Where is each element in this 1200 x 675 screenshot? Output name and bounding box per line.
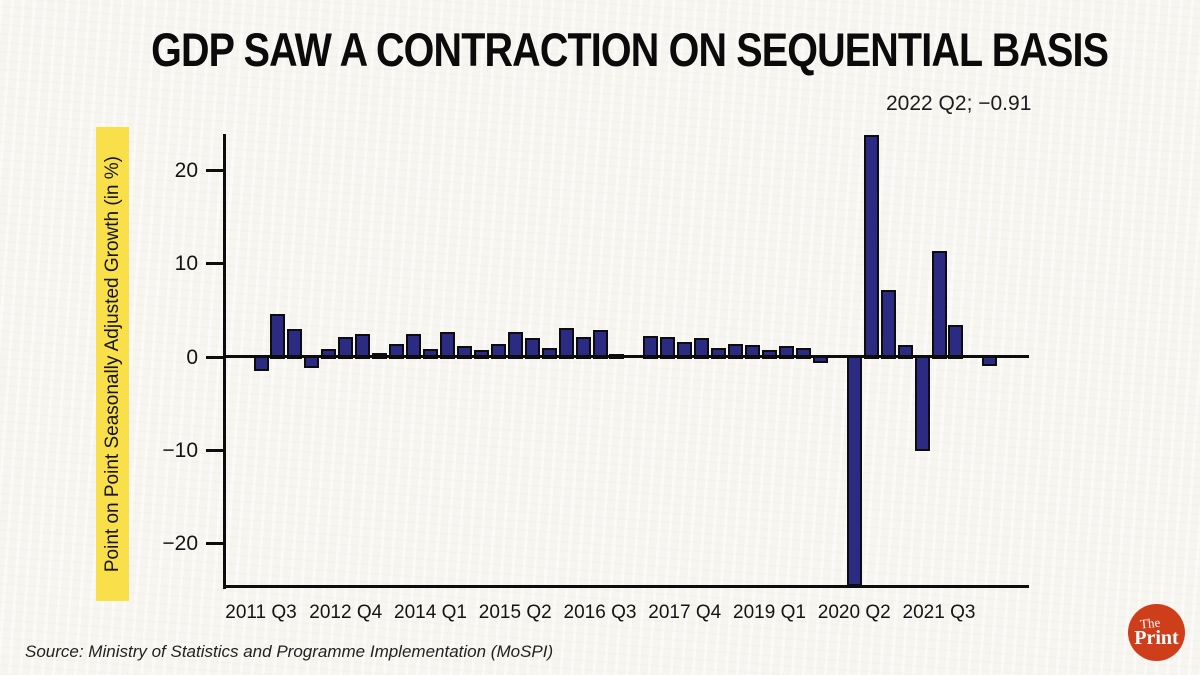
last-value-annotation: 2022 Q2; −0.91	[886, 92, 1032, 115]
plot-bottom-line	[223, 585, 1029, 588]
y-tick-20	[206, 168, 224, 172]
bar-2011-q4	[270, 314, 286, 360]
y-tick-label-20: 20	[174, 158, 198, 182]
bar-2017-q4	[677, 342, 693, 360]
x-tick-label-2016-q3: 2016 Q3	[563, 602, 637, 623]
chart-title: GDP SAW A CONTRACTION ON SEQUENTIAL BASI…	[151, 23, 1109, 76]
x-tick-label-2011-q3: 2011 Q3	[225, 602, 297, 623]
theprint-logo-print: Print	[1134, 627, 1179, 649]
x-tick-label-2017-q4: 2017 Q4	[648, 602, 722, 623]
x-tick-label-2014-q1: 2014 Q1	[394, 602, 467, 623]
y-axis-label-highlight: Point on Point Seasonally Adjusted Growt…	[96, 127, 129, 601]
y-axis-line	[223, 134, 226, 589]
theprint-logo-the: The	[1139, 614, 1162, 632]
bar-2021-q3	[931, 250, 947, 359]
x-tick-label-2012-q4: 2012 Q4	[309, 602, 383, 623]
y-tick-0	[206, 355, 224, 359]
x-tick-label-2021-q3: 2021 Q3	[902, 602, 976, 623]
source-note: Source: Ministry of Statistics and Progr…	[25, 642, 554, 661]
y-tick-label--20: −20	[162, 532, 198, 556]
theprint-logo: The Print	[1128, 604, 1185, 661]
x-tick-label-2015-q2: 2015 Q2	[478, 602, 552, 623]
bar-2012-q4	[338, 337, 354, 360]
bar-2015-q3	[524, 338, 540, 360]
bar-2016-q1	[558, 328, 574, 360]
bar-2016-q2	[575, 337, 591, 360]
bar-2020-q2	[846, 356, 862, 586]
y-tick--10	[206, 448, 224, 452]
y-tick-10	[206, 262, 224, 266]
y-axis-label: Point on Point Seasonally Adjusted Growt…	[101, 155, 123, 573]
bar-2011-q3	[253, 356, 269, 371]
x-tick-label-2019-q1: 2019 Q1	[733, 602, 806, 623]
y-tick-label-0: 0	[186, 345, 198, 369]
plot-area	[224, 134, 1028, 586]
x-tick-label-2020-q2: 2020 Q2	[817, 602, 891, 623]
y-tick-label-10: 10	[174, 252, 198, 276]
bar-2020-q4	[880, 289, 896, 359]
y-tick--20	[206, 542, 224, 546]
bar-2018-q1	[694, 338, 710, 360]
bar-2021-q2	[914, 356, 930, 451]
y-tick-label--10: −10	[162, 438, 198, 462]
zero-baseline	[223, 355, 1029, 358]
bar-2012-q1	[287, 329, 303, 359]
bar-2021-q4	[948, 325, 964, 360]
bar-2017-q3	[660, 337, 676, 360]
title-wrap: GDP SAW A CONTRACTION ON SEQUENTIAL BASI…	[60, 26, 1200, 73]
bar-2019-q1	[762, 350, 777, 360]
bar-2017-q2	[643, 336, 659, 360]
bar-2020-q3	[863, 134, 879, 359]
